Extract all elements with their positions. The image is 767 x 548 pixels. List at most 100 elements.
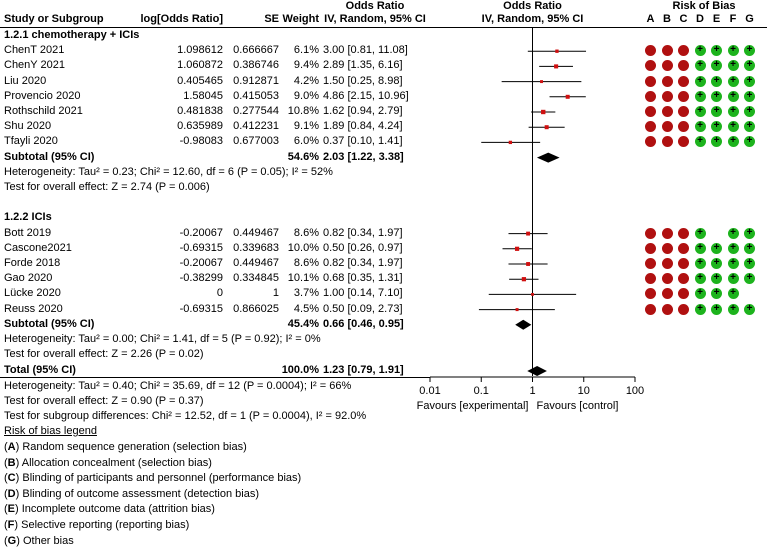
subgroup-label: 1.2.2 ICIs — [4, 211, 52, 224]
study-se: 0.386746 — [233, 59, 279, 72]
study-se: 0.334845 — [233, 272, 279, 285]
total-overall-effect-text: Test for overall effect: Z = 0.90 (P = 0… — [4, 395, 204, 407]
rob-legend-letter: E — [7, 503, 16, 516]
rob-low-risk-icon: + — [711, 120, 722, 133]
study-se: 0.912871 — [233, 74, 279, 87]
rob-low-risk-icon: + — [711, 303, 722, 315]
rob-high-risk-icon — [645, 45, 656, 57]
rob-low-risk-icon: + — [711, 287, 722, 300]
rob-high-risk-icon — [645, 75, 656, 87]
subtotal-label: Subtotal (95% CI) — [4, 317, 95, 330]
rob-high-risk-icon — [645, 303, 656, 315]
rob-high-risk-icon — [645, 242, 656, 254]
study-ci: 1.00 [0.14, 7.10] — [323, 287, 403, 300]
study-se: 0.666667 — [233, 44, 279, 57]
subtotal-ci: 0.66 [0.46, 0.95] — [323, 317, 404, 330]
rob-legend-text: Incomplete outcome data (attrition bias) — [18, 503, 215, 516]
study-name: ChenT 2021 — [4, 44, 65, 57]
rob-letter-E: E — [712, 13, 721, 25]
rob-low-risk-icon: + — [694, 59, 706, 72]
subgroup-label: 1.2.1 chemotherapy + ICIs — [4, 29, 140, 41]
rob-legend-text: Blinding of outcome assessment (detectio… — [19, 487, 259, 500]
study-point — [544, 125, 549, 130]
header-study: Study or Subgroup — [4, 13, 104, 25]
rob-low-risk-icon: + — [744, 59, 755, 72]
study-ci: 1.50 [0.25, 8.98] — [323, 74, 403, 87]
rob-legend-text: Random sequence generation (selection bi… — [19, 441, 247, 453]
x-tick-label: 0.01 — [419, 385, 441, 397]
rob-legend-title: Risk of bias legend — [4, 425, 97, 437]
study-weight: 6.0% — [293, 135, 319, 148]
study-log-odds-ratio: 1.58045 — [183, 89, 223, 102]
rob-high-risk-icon — [645, 136, 656, 148]
study-name: Provencio 2020 — [4, 89, 81, 102]
rob-low-risk-icon: + — [694, 135, 706, 148]
rob-high-risk-icon — [678, 227, 689, 239]
overall-effect-text: Test for overall effect: Z = 2.74 (P = 0… — [4, 181, 210, 193]
study-point — [526, 231, 531, 236]
rob-legend-item: (B) Allocation concealment (selection bi… — [4, 456, 212, 469]
header-iv-random: IV, Random, 95% CI — [324, 13, 426, 25]
rob-low-risk-icon: + — [727, 59, 739, 72]
subtotal-diamond — [536, 152, 560, 163]
study-se: 0.677003 — [233, 135, 279, 148]
study-weight: 10.1% — [287, 272, 319, 285]
study-ci: 1.89 [0.84, 4.24] — [323, 120, 403, 133]
rob-legend-text: Blinding of participants and personnel (… — [19, 472, 302, 485]
rob-high-risk-icon — [661, 75, 673, 87]
study-weight: 8.6% — [293, 257, 319, 269]
total-ci: 1.23 [0.79, 1.91] — [323, 364, 404, 376]
rob-low-risk-icon: + — [694, 227, 706, 239]
study-log-odds-ratio: -0.69315 — [179, 302, 223, 315]
study-weight: 6.1% — [293, 44, 319, 57]
study-log-odds-ratio: -0.20067 — [179, 257, 223, 269]
rob-low-risk-icon: + — [744, 105, 755, 117]
rob-high-risk-icon — [678, 242, 689, 254]
study-se: 0.277544 — [233, 105, 279, 117]
study-se: 1 — [272, 287, 279, 300]
rob-low-risk-icon: + — [711, 135, 722, 148]
subgroup-differences-text: Test for subgroup differences: Chi² = 12… — [4, 410, 367, 422]
study-point — [515, 308, 519, 312]
rob-low-risk-icon: + — [727, 44, 739, 57]
rob-low-risk-icon: + — [744, 242, 755, 254]
rob-low-risk-icon: + — [694, 287, 706, 300]
study-se: 0.449467 — [233, 257, 279, 269]
study-point — [521, 277, 527, 282]
rob-high-risk-icon — [678, 121, 689, 133]
study-ci: 0.50 [0.09, 2.73] — [323, 302, 403, 315]
x-tick-label: 10 — [577, 385, 590, 397]
subtotal-diamond — [515, 319, 532, 330]
study-point — [508, 140, 513, 145]
rob-high-risk-icon — [661, 90, 673, 102]
rob-high-risk-icon — [678, 258, 689, 269]
study-ci: 0.68 [0.35, 1.31] — [323, 272, 403, 285]
rob-low-risk-icon: + — [744, 227, 755, 239]
rob-letter-G: G — [745, 13, 754, 25]
rob-high-risk-icon — [645, 273, 656, 285]
total-diamond — [527, 366, 547, 376]
rob-high-risk-icon — [678, 75, 689, 87]
header-divider — [0, 27, 767, 28]
rob-low-risk-icon: + — [727, 287, 739, 300]
x-tick-label: 1 — [529, 385, 536, 397]
study-name: Shu 2020 — [4, 120, 52, 133]
study-weight: 10.8% — [287, 105, 319, 117]
rob-high-risk-icon — [661, 121, 673, 133]
rob-low-risk-icon: + — [727, 90, 739, 102]
rob-high-risk-icon — [645, 227, 656, 239]
study-weight: 9.4% — [293, 59, 319, 72]
rob-legend-item: (F) Selective reporting (reporting bias) — [4, 519, 190, 531]
rob-low-risk-icon: + — [711, 44, 722, 57]
rob-low-risk-icon: + — [694, 105, 706, 117]
header-plot-odds-ratio: Odds Ratio — [503, 0, 562, 12]
study-weight: 4.5% — [293, 302, 319, 315]
study-log-odds-ratio: 1.098612 — [177, 44, 223, 57]
rob-low-risk-icon: + — [744, 272, 755, 285]
study-ci: 0.82 [0.34, 1.97] — [323, 257, 403, 269]
subtotal-ci: 2.03 [1.22, 3.38] — [323, 150, 404, 163]
rob-legend-item: (D) Blinding of outcome assessment (dete… — [4, 487, 259, 500]
rob-high-risk-icon — [645, 106, 656, 117]
study-point — [514, 246, 520, 251]
